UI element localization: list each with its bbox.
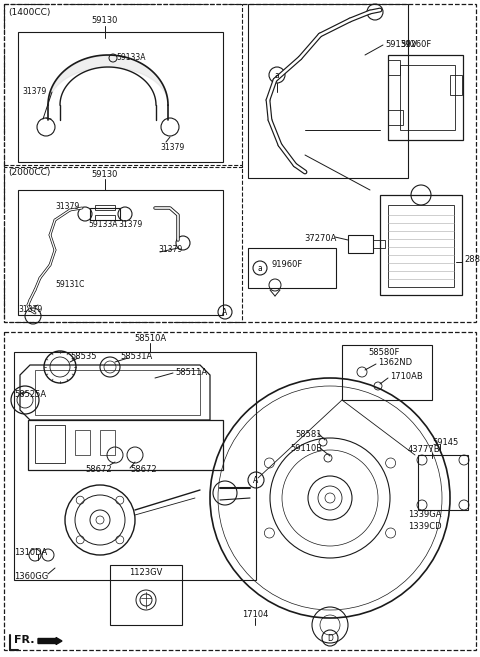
Bar bbox=[248, 4, 408, 178]
Bar bbox=[28, 420, 223, 470]
Text: a: a bbox=[275, 71, 279, 80]
Bar bbox=[95, 215, 115, 220]
Bar bbox=[18, 190, 223, 315]
Bar bbox=[35, 425, 65, 463]
Bar bbox=[4, 4, 476, 322]
Text: FR.: FR. bbox=[14, 635, 35, 645]
Bar bbox=[90, 208, 120, 220]
Bar bbox=[4, 165, 242, 322]
Bar bbox=[100, 430, 115, 455]
Text: 1123GV: 1123GV bbox=[129, 568, 163, 577]
Bar bbox=[248, 248, 336, 288]
Bar bbox=[388, 60, 400, 75]
Text: 31379: 31379 bbox=[55, 202, 79, 211]
Bar bbox=[373, 240, 385, 248]
Bar bbox=[95, 205, 115, 210]
Text: 31379: 31379 bbox=[118, 220, 142, 229]
Text: 58581: 58581 bbox=[295, 430, 322, 439]
Text: 59110B: 59110B bbox=[290, 444, 322, 453]
Bar bbox=[380, 195, 462, 295]
Bar bbox=[4, 4, 242, 167]
Text: 59260F: 59260F bbox=[400, 40, 431, 49]
Text: 58580F: 58580F bbox=[368, 348, 399, 357]
Text: 1310DA: 1310DA bbox=[14, 548, 47, 557]
Bar bbox=[35, 370, 200, 415]
FancyArrow shape bbox=[38, 637, 62, 645]
Text: 58535: 58535 bbox=[70, 352, 96, 361]
Text: 31379: 31379 bbox=[158, 245, 182, 254]
Bar bbox=[14, 352, 256, 580]
Text: 1362ND: 1362ND bbox=[378, 358, 412, 367]
Bar bbox=[388, 205, 454, 287]
Text: 37270A: 37270A bbox=[304, 234, 336, 243]
Text: 1360GG: 1360GG bbox=[14, 572, 48, 581]
Text: 1710AB: 1710AB bbox=[390, 372, 423, 381]
Bar bbox=[4, 332, 476, 650]
Bar bbox=[418, 455, 468, 510]
Text: 59145: 59145 bbox=[432, 438, 458, 447]
Text: 1339GA: 1339GA bbox=[408, 510, 442, 519]
Text: 59131C: 59131C bbox=[55, 280, 84, 289]
Bar bbox=[75, 430, 90, 455]
Bar bbox=[400, 65, 455, 130]
Text: A: A bbox=[253, 476, 259, 485]
Bar bbox=[348, 235, 373, 253]
Bar bbox=[18, 32, 223, 162]
Text: (1400CC): (1400CC) bbox=[8, 8, 50, 17]
Text: 58672: 58672 bbox=[130, 465, 156, 474]
Text: 59130: 59130 bbox=[92, 170, 118, 179]
Text: (2000CC): (2000CC) bbox=[8, 168, 50, 177]
Text: a: a bbox=[258, 264, 263, 273]
Text: 1339CD: 1339CD bbox=[408, 522, 442, 531]
Text: 59133A: 59133A bbox=[88, 220, 118, 229]
Text: 31379: 31379 bbox=[160, 143, 184, 152]
Text: 59133A: 59133A bbox=[116, 53, 145, 62]
Text: D: D bbox=[327, 634, 333, 643]
Text: 31379: 31379 bbox=[18, 305, 42, 314]
Text: 59130V: 59130V bbox=[385, 40, 417, 49]
Bar bbox=[388, 55, 463, 140]
Text: 58511A: 58511A bbox=[175, 368, 207, 377]
Text: 59130: 59130 bbox=[92, 16, 118, 25]
Text: 28810: 28810 bbox=[464, 256, 480, 265]
Bar bbox=[450, 75, 462, 95]
Bar bbox=[110, 565, 182, 625]
Bar bbox=[388, 110, 403, 125]
Text: 58531A: 58531A bbox=[120, 352, 152, 361]
Text: 58672: 58672 bbox=[85, 465, 112, 474]
Text: 91960F: 91960F bbox=[272, 260, 303, 269]
Bar bbox=[342, 345, 432, 400]
Text: 31379: 31379 bbox=[22, 87, 46, 96]
Text: 43777B: 43777B bbox=[408, 445, 441, 454]
Text: 58525A: 58525A bbox=[14, 390, 46, 399]
Text: 58510A: 58510A bbox=[134, 334, 166, 343]
Text: A: A bbox=[222, 308, 228, 317]
Text: 17104: 17104 bbox=[242, 610, 268, 619]
